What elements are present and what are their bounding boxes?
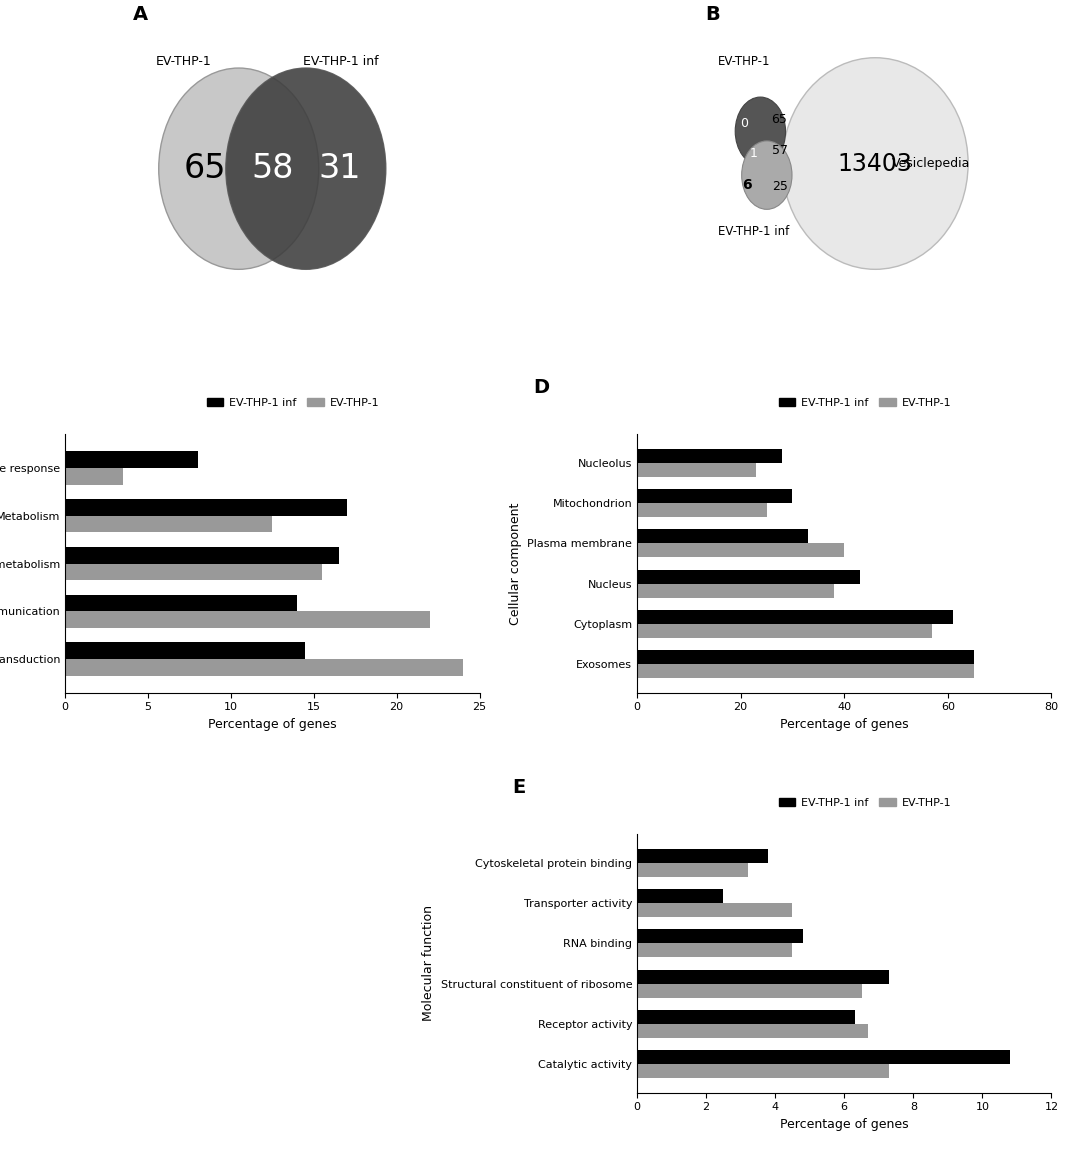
Text: 65: 65 [184, 152, 227, 185]
Bar [65, 546, 338, 564]
Text: 58: 58 [251, 152, 294, 185]
Bar [637, 610, 953, 624]
Bar [65, 595, 297, 612]
Text: 31: 31 [318, 152, 361, 185]
Bar [65, 515, 272, 532]
Text: 1: 1 [749, 147, 758, 160]
Text: EV-THP-1 inf: EV-THP-1 inf [718, 225, 789, 238]
Bar [637, 489, 792, 503]
Bar [637, 889, 723, 903]
Bar [637, 1050, 1010, 1064]
Bar [637, 569, 860, 584]
Bar [637, 665, 973, 678]
Text: D: D [533, 377, 550, 397]
X-axis label: Percentage of genes: Percentage of genes [779, 1118, 908, 1130]
Bar [637, 448, 782, 462]
Bar [65, 451, 197, 468]
Text: E: E [513, 777, 526, 797]
Ellipse shape [225, 68, 386, 269]
Bar [65, 643, 306, 659]
Text: 57: 57 [772, 144, 788, 158]
Text: 25: 25 [772, 181, 788, 193]
Bar [637, 969, 889, 983]
Bar [637, 983, 862, 998]
Bar [637, 584, 834, 598]
Legend: EV-THP-1 inf, EV-THP-1: EV-THP-1 inf, EV-THP-1 [774, 393, 956, 413]
Text: EV-THP-1: EV-THP-1 [156, 55, 211, 68]
Bar [637, 543, 844, 558]
Bar [637, 862, 748, 876]
Legend: EV-THP-1 inf, EV-THP-1: EV-THP-1 inf, EV-THP-1 [774, 793, 956, 812]
Ellipse shape [741, 141, 792, 209]
Text: 65: 65 [772, 113, 787, 126]
Bar [637, 1024, 868, 1038]
Bar [65, 612, 429, 628]
Legend: EV-THP-1 inf, EV-THP-1: EV-THP-1 inf, EV-THP-1 [203, 393, 384, 413]
X-axis label: Percentage of genes: Percentage of genes [208, 718, 337, 730]
Bar [637, 929, 803, 943]
Text: 6: 6 [741, 178, 751, 192]
Bar [65, 468, 124, 484]
Bar [637, 529, 808, 543]
X-axis label: Percentage of genes: Percentage of genes [779, 718, 908, 730]
Text: 13403: 13403 [838, 152, 913, 176]
Bar [637, 1010, 854, 1024]
Bar [637, 1064, 889, 1079]
Text: EV-THP-1: EV-THP-1 [718, 55, 771, 68]
Text: A: A [133, 6, 149, 24]
Bar [637, 903, 792, 917]
Bar [637, 650, 973, 665]
Bar [637, 462, 757, 477]
Y-axis label: Molecular function: Molecular function [422, 905, 435, 1021]
Bar [637, 624, 932, 638]
Ellipse shape [158, 68, 319, 269]
Bar [637, 943, 792, 958]
Text: Vesiclepedia: Vesiclepedia [892, 158, 970, 170]
Text: 0: 0 [740, 117, 748, 130]
Bar [65, 659, 463, 676]
Bar [65, 564, 322, 581]
Ellipse shape [783, 58, 968, 269]
Ellipse shape [735, 97, 786, 166]
Bar [637, 503, 766, 518]
Text: B: B [705, 6, 720, 24]
Text: EV-THP-1 inf: EV-THP-1 inf [304, 55, 379, 68]
Bar [65, 499, 347, 515]
Bar [637, 849, 769, 862]
Y-axis label: Cellular component: Cellular component [508, 503, 521, 624]
